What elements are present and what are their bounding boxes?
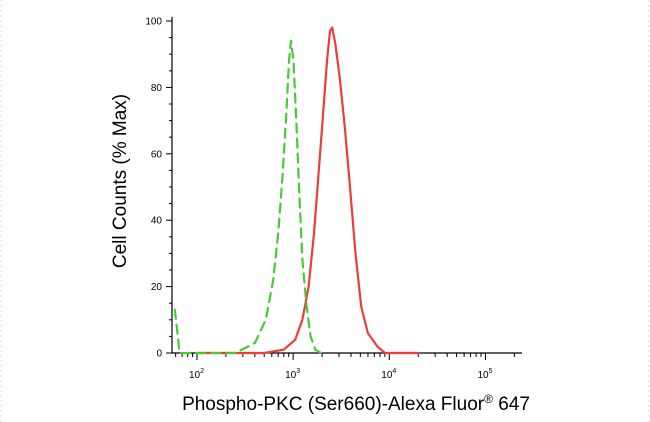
x-axis-label-main: Phospho-PKC (Ser660)-Alexa Fluor [182, 394, 485, 415]
series-layer [173, 26, 420, 355]
x-tick-label: 105 [477, 368, 492, 381]
x-tick-label: 103 [285, 368, 300, 381]
plot-area: 0 20 40 60 80 100 102 103 104 105 [145, 17, 522, 381]
x-axis-label: Phospho-PKC (Ser660)-Alexa Fluor® 647 [182, 392, 530, 415]
y-tick-label: 20 [151, 282, 163, 293]
x-tick-label: 102 [189, 368, 204, 381]
y-tick-label: 0 [156, 349, 162, 360]
x-axis-ticks: 102 103 104 105 [175, 353, 515, 381]
y-tick-label: 100 [145, 17, 162, 28]
x-tick-label: 104 [381, 368, 396, 381]
series-line-solid-red [195, 26, 420, 355]
y-tick-label: 80 [151, 83, 163, 94]
y-tick-label: 60 [151, 149, 163, 160]
series-line-dashed-green [173, 39, 323, 355]
x-axis-label-end: 647 [493, 394, 530, 415]
x-axis-label-registered-mark: ® [484, 392, 493, 406]
y-axis-label: Cell Counts (% Max) [110, 94, 131, 268]
y-axis-ticks: 0 20 40 60 80 100 [145, 17, 172, 360]
y-tick-label: 40 [151, 216, 163, 227]
